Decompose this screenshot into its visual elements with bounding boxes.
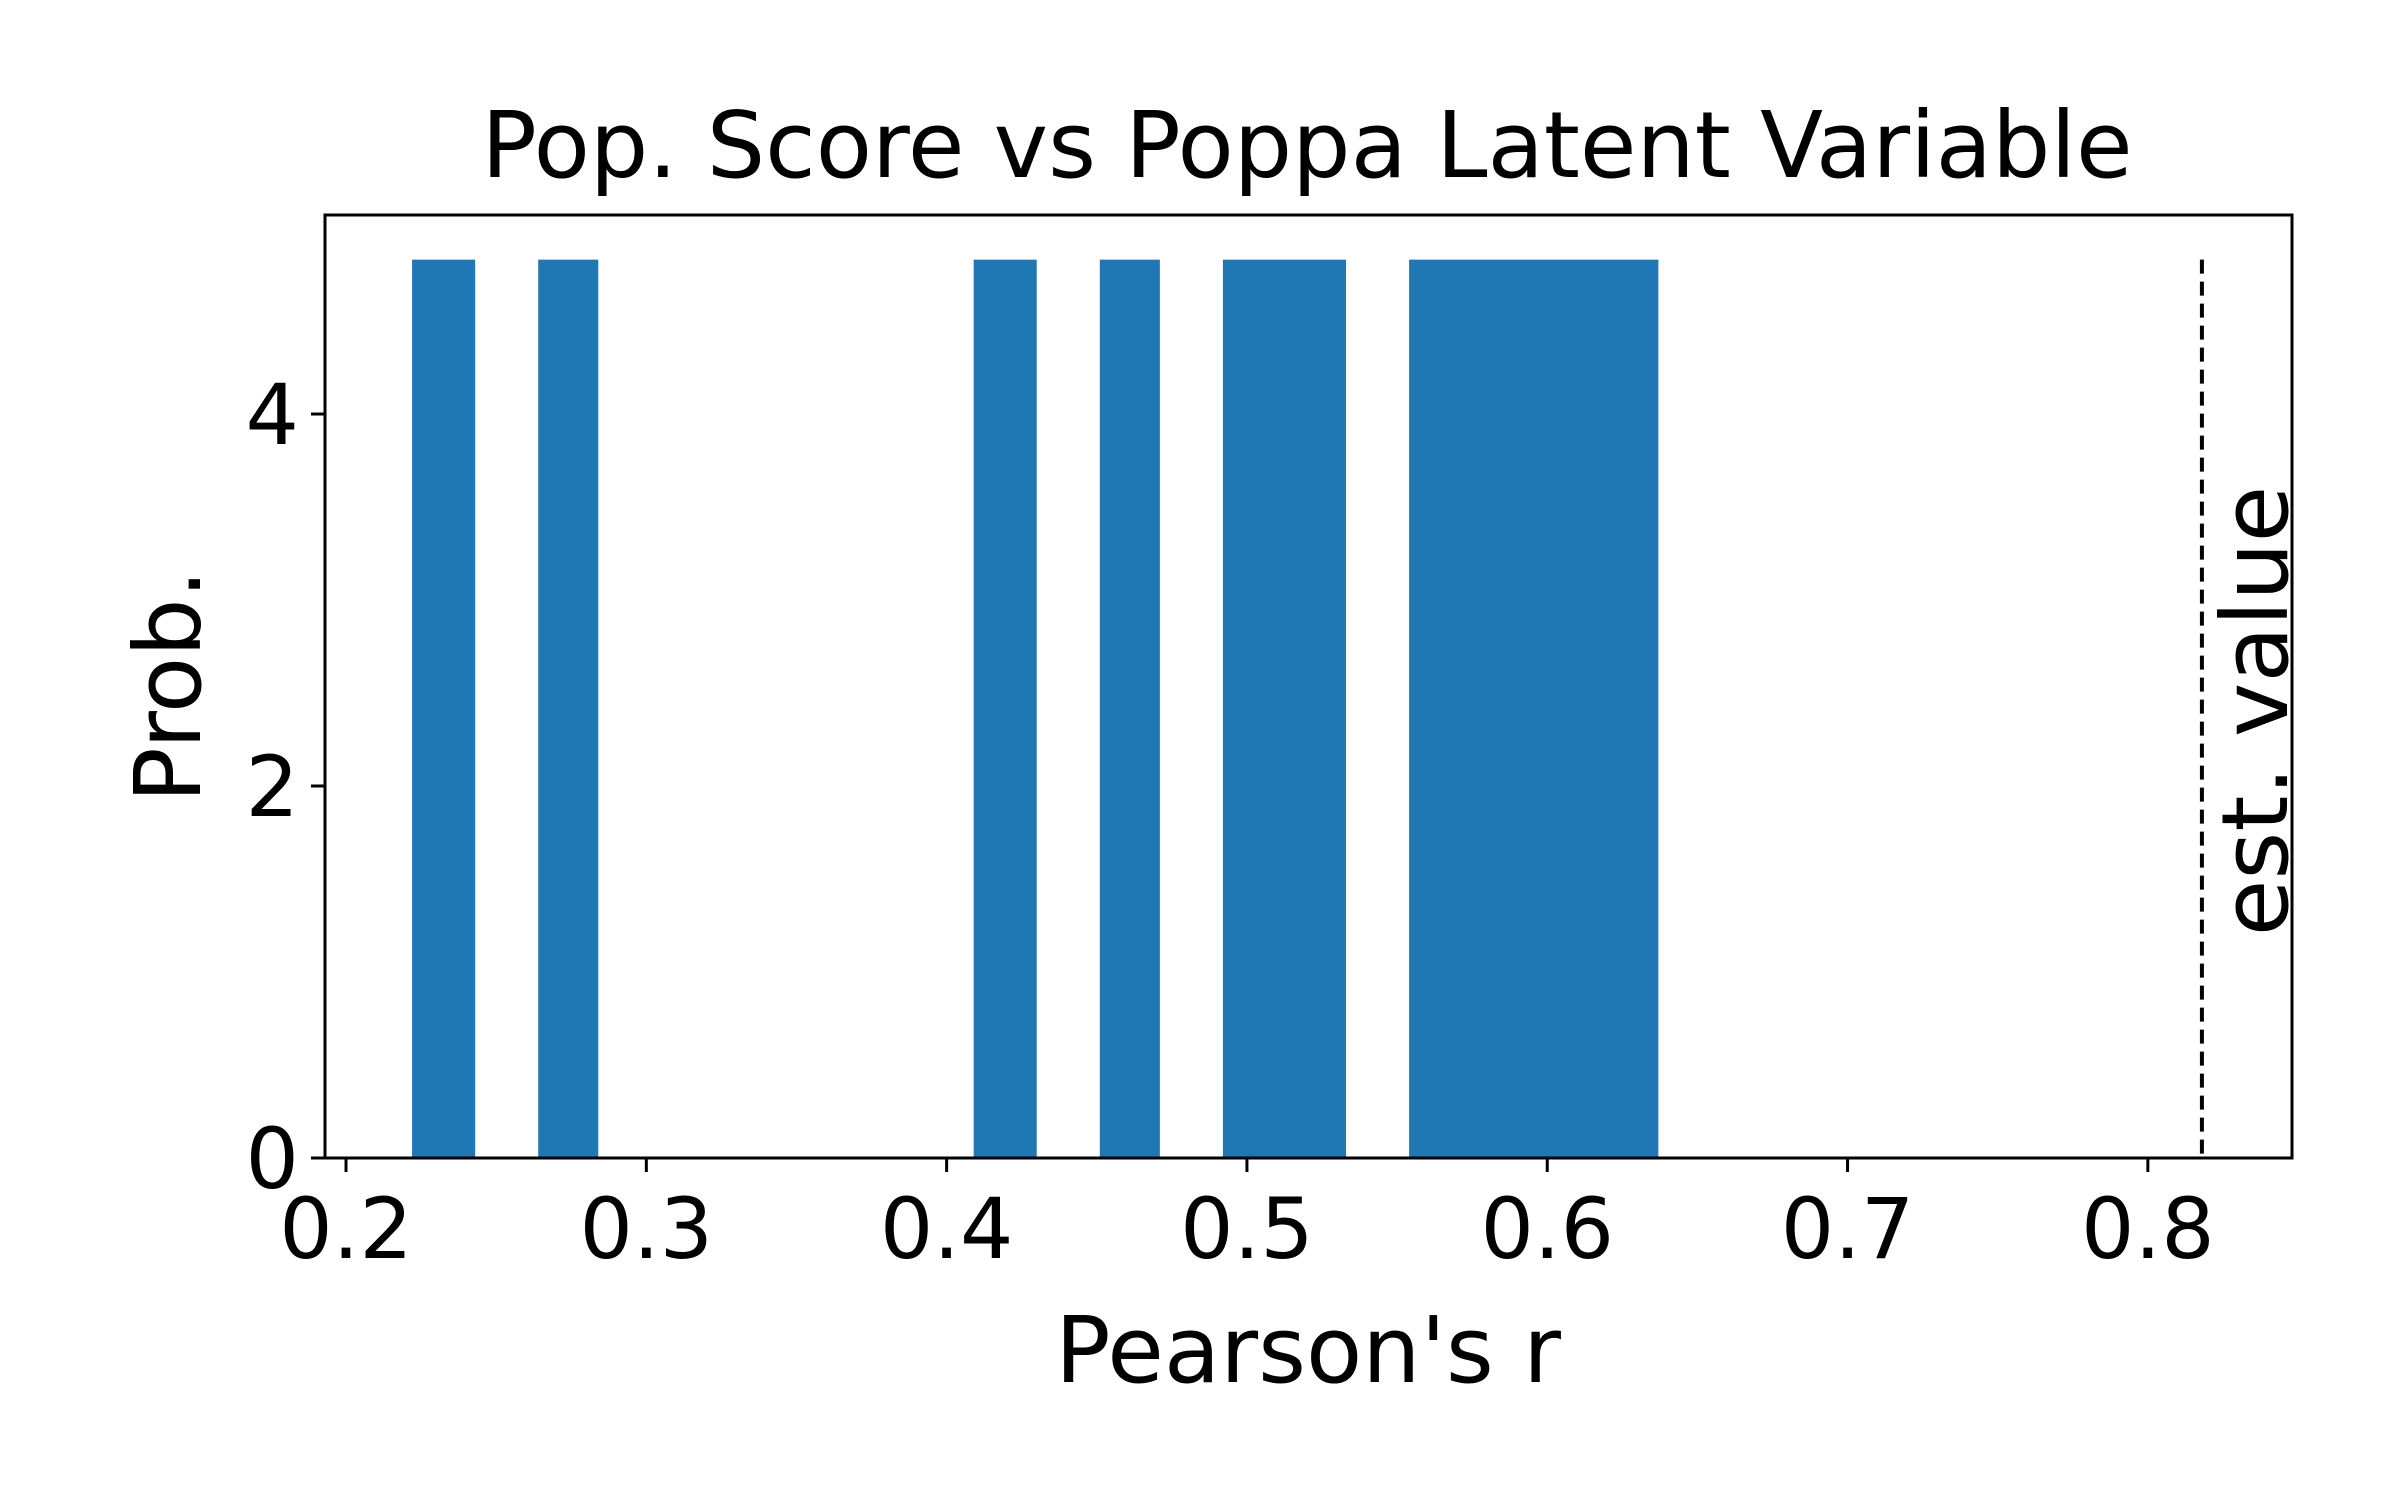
histogram-bar-4 bbox=[1099, 259, 1160, 1158]
x-tick-label: 0.8 bbox=[2081, 1180, 2215, 1278]
x-axis-label: Pearson's r bbox=[1055, 1297, 1561, 1404]
bars-layer bbox=[412, 259, 1659, 1158]
x-tick-label: 0.7 bbox=[1781, 1180, 1915, 1278]
x-tick-label: 0.3 bbox=[580, 1180, 714, 1278]
histogram-bar-6 bbox=[1409, 259, 1659, 1158]
histogram-bar-3 bbox=[973, 259, 1037, 1158]
y-tick-label: 4 bbox=[246, 366, 299, 464]
histogram-bar-1 bbox=[412, 259, 476, 1158]
y-tick-label: 0 bbox=[246, 1110, 299, 1208]
x-tick-label: 0.2 bbox=[279, 1180, 413, 1278]
x-tick-label: 0.5 bbox=[1180, 1180, 1314, 1278]
y-axis-label: Prob. bbox=[115, 569, 222, 803]
x-tick-label: 0.6 bbox=[1480, 1180, 1614, 1278]
y-axis-ticks: 0 2 4 bbox=[246, 366, 325, 1208]
plot-frame bbox=[323, 213, 2294, 1160]
x-tick-label: 0.4 bbox=[880, 1180, 1014, 1278]
x-axis-ticks: 0.2 0.3 0.4 0.5 0.6 0.7 0.8 bbox=[279, 1158, 2215, 1278]
y-tick-label: 2 bbox=[246, 738, 299, 836]
histogram-bar-5 bbox=[1222, 259, 1347, 1158]
chart-title: Pop. Score vs Poppa Latent Variable bbox=[481, 92, 2132, 199]
histogram-bar-2 bbox=[538, 259, 599, 1158]
